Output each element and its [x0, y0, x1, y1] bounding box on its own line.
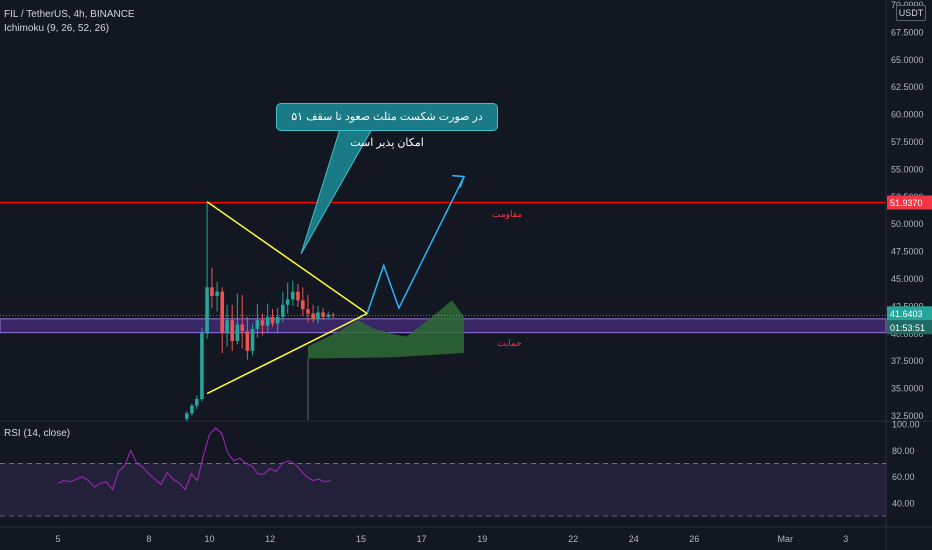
support-label: حمایت — [497, 338, 522, 348]
arrow-head-icon — [451, 174, 466, 188]
candle-body — [235, 324, 240, 341]
rsi-tick-label: 40.00 — [892, 498, 915, 508]
candle-body — [190, 405, 194, 414]
time-tick-label: 3 — [843, 534, 848, 544]
price-tick-label: 60.0000 — [891, 110, 924, 120]
candle-body — [321, 312, 325, 317]
candle-body — [255, 320, 260, 329]
ichimoku-cloud — [307, 300, 465, 359]
currency-selector[interactable]: USDT — [896, 5, 926, 21]
candles — [184, 201, 335, 421]
rsi-tick-label: 100.00 — [892, 420, 920, 430]
candle-body — [316, 312, 320, 320]
rsi-tick-label: 80.00 — [892, 446, 915, 456]
candle-body — [205, 287, 209, 334]
resistance-label: مقاومت — [492, 209, 523, 219]
candle-body — [291, 291, 295, 300]
price-tick-label: 32.5000 — [891, 411, 924, 421]
chart-legend: FIL / TetherUS, 4h, BINANCE Ichimoku (9,… — [4, 8, 135, 36]
projection-path — [366, 176, 465, 314]
candle-body — [210, 287, 214, 297]
candle-body — [285, 299, 290, 305]
candle-body — [275, 316, 280, 324]
time-tick-label: 10 — [204, 534, 214, 544]
rsi-title: RSI (14, close) — [4, 428, 71, 439]
time-tick-label: 19 — [477, 534, 487, 544]
candle-body — [281, 304, 285, 317]
candle-body — [245, 331, 250, 351]
candle-body — [260, 320, 265, 326]
price-tick-label: 37.5000 — [891, 356, 924, 366]
symbol-title: FIL / TetherUS, 4h, BINANCE — [4, 9, 135, 20]
candle-body — [215, 291, 219, 297]
price-tick-label: 47.5000 — [891, 247, 924, 257]
candle-body — [220, 291, 225, 334]
indicator-title: Ichimoku (9, 26, 52, 26) — [4, 23, 110, 34]
candle-body — [306, 309, 310, 314]
last-price-badge: 41.6403 — [890, 309, 923, 319]
candle-body — [296, 291, 300, 301]
candle-body — [265, 316, 270, 326]
resistance-price-badge-bg — [887, 195, 932, 210]
rsi-tick-label: 60.00 — [892, 472, 915, 482]
time-tick-label: 15 — [356, 534, 366, 544]
rsi-band — [0, 463, 886, 516]
rsi-line — [57, 427, 331, 491]
price-tick-label: 55.0000 — [891, 164, 924, 174]
time-tick-label: 22 — [568, 534, 578, 544]
price-tick-label: 57.5000 — [891, 137, 924, 147]
candle-body — [331, 314, 335, 316]
callout-note[interactable]: در صورت شکست مثلث صعود تا سقف ۵۱ امکان پ… — [276, 103, 498, 149]
candle-body — [270, 316, 275, 324]
price-tick-label: 62.5000 — [891, 82, 924, 92]
price-tick-label: 45.0000 — [891, 274, 924, 284]
price-axis: 70.000067.500065.000062.500060.000057.50… — [891, 0, 924, 421]
candle-body — [194, 399, 199, 406]
candle-body — [301, 300, 305, 310]
time-tick-label: 26 — [689, 534, 699, 544]
candle-body — [225, 320, 229, 334]
candle-body — [230, 320, 235, 341]
time-tick-label: 17 — [417, 534, 427, 544]
time-tick-label: 24 — [629, 534, 639, 544]
countdown-badge: 01:53:51 — [890, 323, 925, 333]
time-tick-label: 12 — [265, 534, 275, 544]
price-tick-label: 35.0000 — [891, 384, 924, 394]
price-tick-label: 65.0000 — [891, 55, 924, 65]
resistance-price-badge: 51.9370 — [890, 198, 923, 208]
countdown-badge-bg — [887, 320, 932, 335]
candle-body — [184, 413, 189, 419]
price-tick-label: 67.5000 — [891, 27, 924, 37]
price-tick-label: 50.0000 — [891, 219, 924, 229]
candle-body — [326, 314, 331, 317]
last-price-badge-bg — [887, 306, 932, 321]
time-axis: 5 8 10 12 15 17 19 22 24 26 Mar 3 — [55, 534, 848, 544]
candle-body — [250, 328, 255, 351]
rsi-axis: 100.00 80.00 60.00 40.00 — [892, 420, 920, 509]
time-tick-label: 8 — [146, 534, 151, 544]
time-tick-label: 5 — [55, 534, 60, 544]
candle-body — [240, 324, 245, 332]
triangle-pattern — [206, 201, 369, 395]
candle-body — [311, 313, 315, 320]
time-tick-label: Mar — [777, 534, 793, 544]
candle-body — [200, 333, 204, 400]
